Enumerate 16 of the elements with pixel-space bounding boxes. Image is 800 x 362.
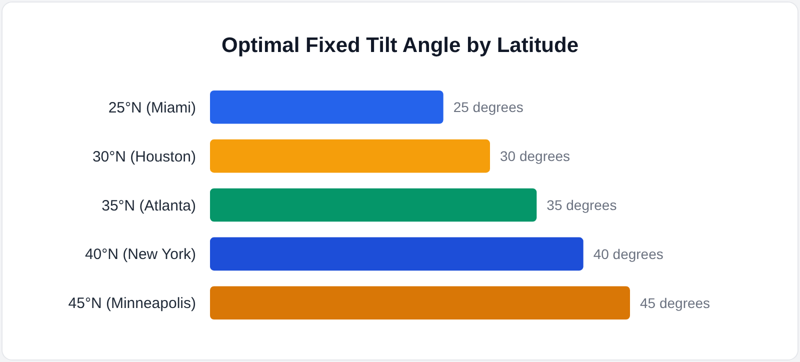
data-label: 25 degrees bbox=[453, 98, 524, 115]
data-label: 30 degrees bbox=[500, 148, 570, 164]
bar bbox=[210, 188, 537, 222]
chart-title: Optimal Fixed Tilt Angle by Latitude bbox=[221, 34, 579, 57]
y-tick-label: 25°N (Miami) bbox=[108, 99, 196, 116]
bar bbox=[210, 139, 490, 173]
bar bbox=[210, 90, 444, 124]
y-tick-label: 30°N (Houston) bbox=[92, 148, 196, 166]
bar bbox=[210, 286, 630, 320]
bar bbox=[210, 237, 584, 271]
y-tick-label: 40°N (New York) bbox=[84, 246, 196, 264]
y-tick-label: 35°N (Atlanta) bbox=[102, 197, 196, 214]
data-label: 35 degrees bbox=[546, 196, 617, 213]
data-label: 45 degrees bbox=[640, 294, 710, 311]
y-tick-label: 45°N (Minneapolis) bbox=[68, 295, 196, 312]
data-label: 40 degrees bbox=[593, 246, 664, 262]
